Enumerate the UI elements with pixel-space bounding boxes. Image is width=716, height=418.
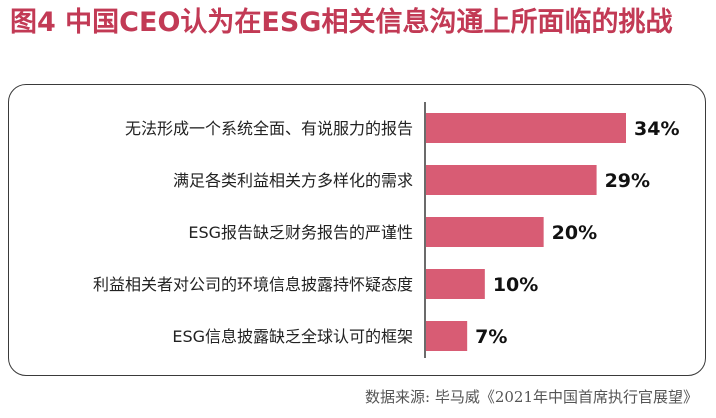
value-label-4: 7% xyxy=(475,326,507,348)
bar-0 xyxy=(426,113,626,143)
bar-3 xyxy=(426,269,485,299)
bar-2 xyxy=(426,217,544,247)
bar-1 xyxy=(426,165,597,195)
category-label-3: 利益相关者对公司的环境信息披露持怀疑态度 xyxy=(93,275,413,294)
category-label-1: 满足各类利益相关方多样化的需求 xyxy=(173,171,413,190)
value-label-0: 34% xyxy=(634,118,679,140)
bar-4 xyxy=(426,321,468,351)
value-label-3: 10% xyxy=(493,274,538,296)
category-label-2: ESG报告缺乏财务报告的严谨性 xyxy=(188,223,413,242)
category-label-4: ESG信息披露缺乏全球认可的框架 xyxy=(172,327,413,346)
value-label-1: 29% xyxy=(605,170,650,192)
value-label-2: 20% xyxy=(552,222,597,244)
chart-title: 图4 中国CEO认为在ESG相关信息沟通上所面临的挑战 xyxy=(10,7,673,38)
source-note: 数据来源: 毕马威《2021年中国首席执行官展望》 xyxy=(365,388,698,406)
category-label-0: 无法形成一个系统全面、有说服力的报告 xyxy=(125,119,413,138)
